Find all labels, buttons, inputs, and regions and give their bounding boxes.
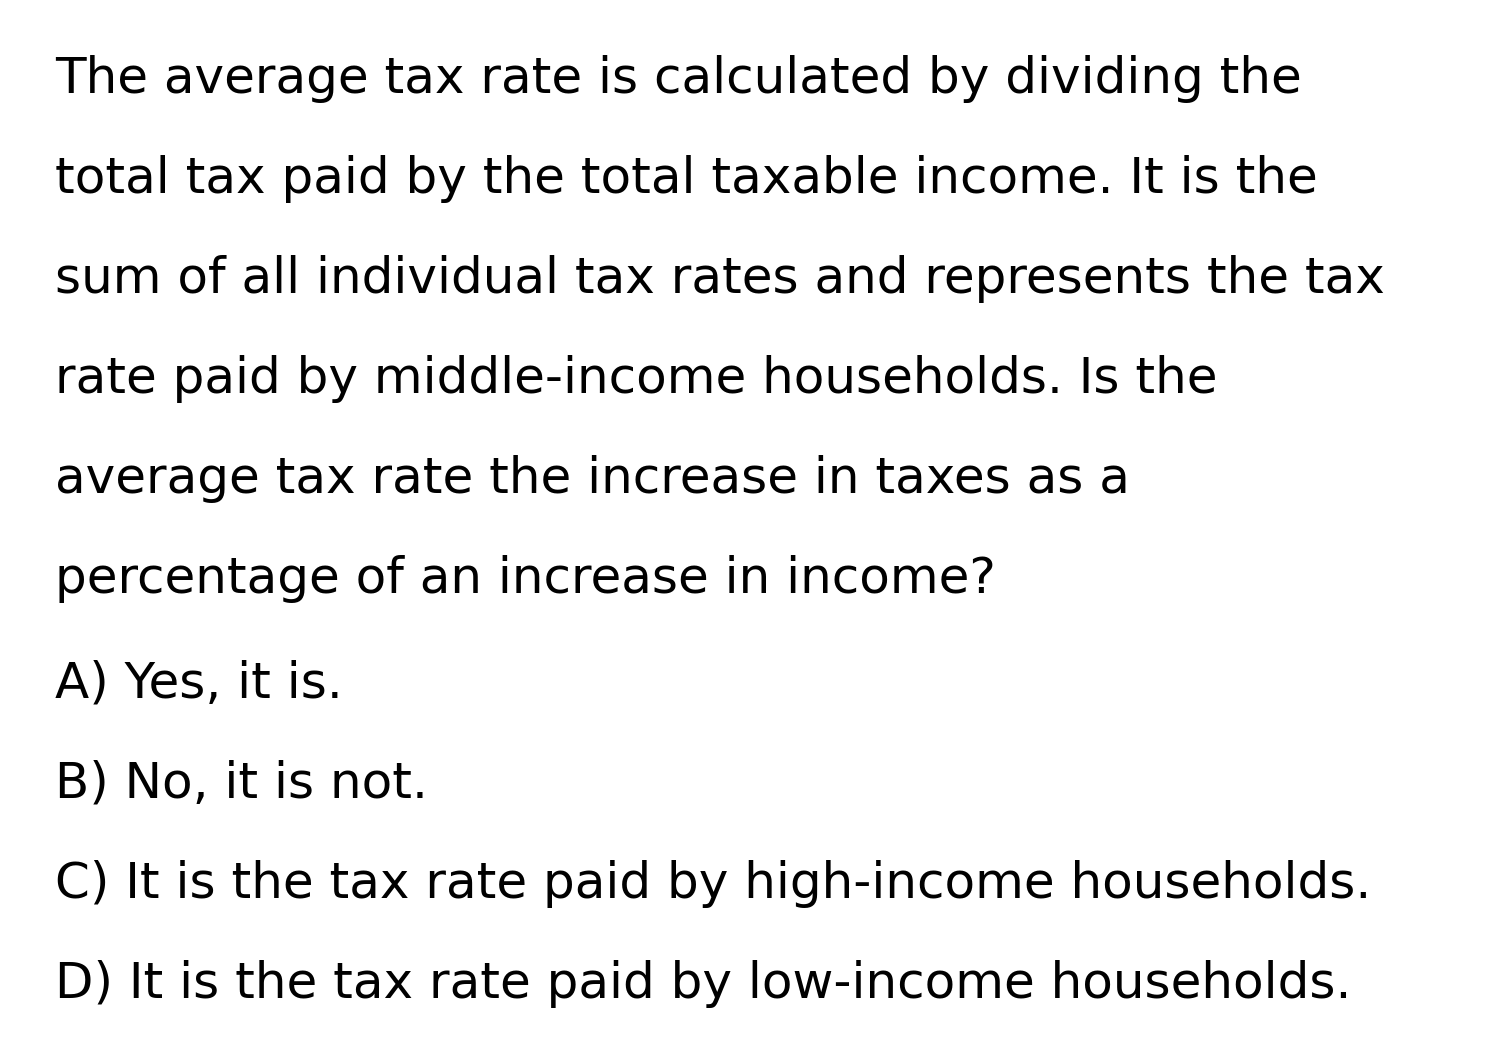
Text: A) Yes, it is.: A) Yes, it is. bbox=[56, 660, 342, 708]
Text: average tax rate the increase in taxes as a: average tax rate the increase in taxes a… bbox=[56, 456, 1130, 503]
Text: percentage of an increase in income?: percentage of an increase in income? bbox=[56, 555, 996, 603]
Text: total tax paid by the total taxable income. It is the: total tax paid by the total taxable inco… bbox=[56, 155, 1317, 203]
Text: rate paid by middle-income households. Is the: rate paid by middle-income households. I… bbox=[56, 355, 1218, 402]
Text: B) No, it is not.: B) No, it is not. bbox=[56, 760, 427, 808]
Text: C) It is the tax rate paid by high-income households.: C) It is the tax rate paid by high-incom… bbox=[56, 860, 1371, 908]
Text: The average tax rate is calculated by dividing the: The average tax rate is calculated by di… bbox=[56, 55, 1302, 103]
Text: D) It is the tax rate paid by low-income households.: D) It is the tax rate paid by low-income… bbox=[56, 960, 1352, 1008]
Text: sum of all individual tax rates and represents the tax: sum of all individual tax rates and repr… bbox=[56, 255, 1384, 303]
